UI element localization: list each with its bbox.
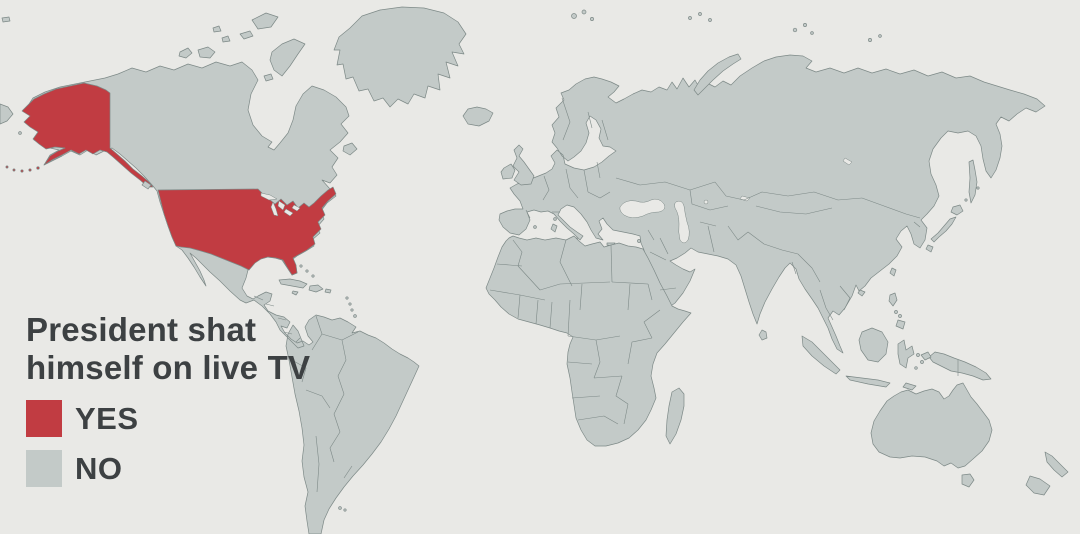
- legend-no-label: NO: [75, 450, 123, 486]
- iceland-shape: [462, 106, 494, 127]
- southeast-asia-islands: [801, 292, 992, 391]
- greenland-shape: [333, 6, 467, 108]
- aral-sea: [703, 199, 709, 205]
- map-title: President shat himself on live TV: [26, 311, 310, 387]
- africa-shape: [485, 235, 692, 447]
- ireland-shape: [500, 163, 516, 180]
- inland-seas: [619, 157, 853, 244]
- legend-yes-label: YES: [75, 400, 139, 436]
- country-borders: [253, 97, 921, 493]
- legend-yes-swatch: [26, 400, 62, 437]
- lake-balkhash: [739, 195, 751, 202]
- legend-no-swatch: [26, 450, 62, 487]
- japan-islands: [925, 186, 980, 253]
- taiwan-shape: [889, 267, 897, 277]
- doberai-shape: [920, 351, 932, 361]
- new-guinea-shape: [928, 351, 992, 381]
- africa-landmass: [485, 235, 692, 447]
- map-title-line-2: himself on live TV: [26, 349, 311, 386]
- newfoundland-shape: [342, 142, 358, 156]
- lake-baikal: [842, 157, 853, 166]
- sri-lanka-shape: [758, 329, 768, 341]
- tasmania-shape: [961, 473, 975, 488]
- americas-shape: [22, 61, 420, 534]
- eurasia-landmass: [462, 9, 1046, 354]
- madagascar-shape: [665, 387, 685, 445]
- great-lakes: [260, 192, 301, 217]
- australia-shape: [870, 382, 993, 469]
- sulawesi-shape: [897, 339, 915, 369]
- sumatra-shape: [801, 335, 841, 375]
- falkland-islands: [338, 506, 347, 512]
- caribbean-islands: [278, 264, 357, 318]
- new-zealand-north-shape: [1044, 451, 1069, 478]
- hainan-shape: [857, 289, 866, 297]
- black-sea: [619, 198, 666, 218]
- vancouver-island-shape: [141, 180, 152, 190]
- java-shape: [845, 375, 891, 388]
- new-zealand-south-shape: [1025, 475, 1051, 496]
- great-britain-shape: [512, 144, 535, 186]
- philippines-islands: [888, 292, 906, 330]
- americas-landmass: [0, 12, 420, 534]
- timor-shape: [902, 382, 917, 391]
- map-title-line-1: President shat: [26, 311, 257, 348]
- alaska-shape: [21, 82, 154, 188]
- bering-islands: [0, 16, 22, 135]
- borneo-shape: [858, 327, 889, 363]
- caspian-sea: [674, 200, 690, 244]
- sakhalin-shape: [968, 159, 978, 204]
- eurasia-shape: [498, 54, 1046, 354]
- map-legend: President shat himself on live TV YES NO: [26, 311, 310, 487]
- oceania-landmass: [870, 382, 1069, 496]
- canadian-arctic-islands: [178, 12, 306, 82]
- legend-item-no: NO: [26, 450, 310, 487]
- legend-item-yes: YES: [26, 400, 310, 437]
- arctic-russian-islands: [571, 9, 882, 96]
- aleutian-islands: [5, 165, 40, 173]
